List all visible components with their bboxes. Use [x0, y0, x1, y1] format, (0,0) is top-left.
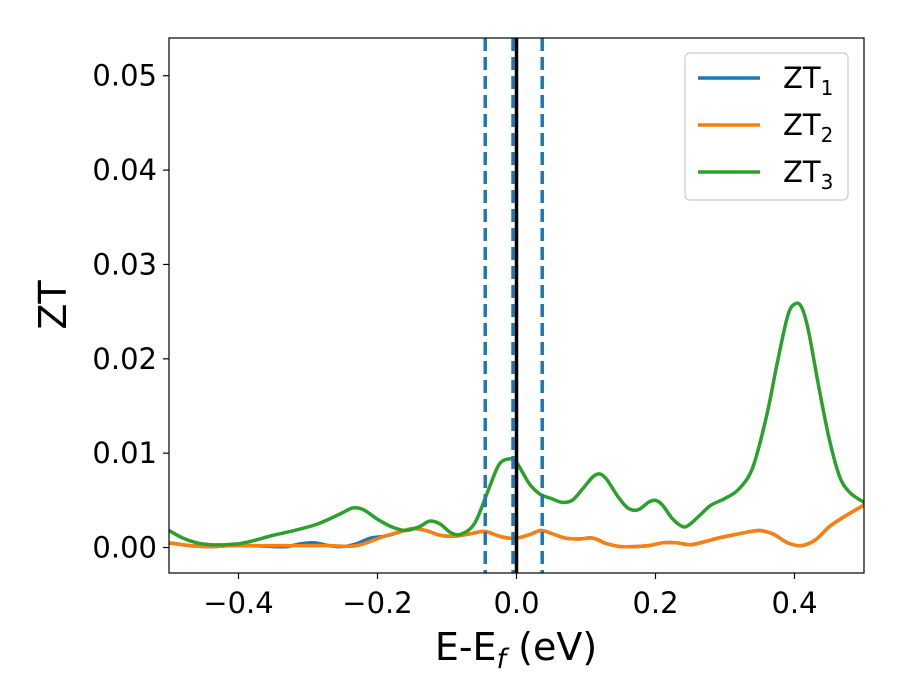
- x-tick-label: −0.4: [203, 586, 273, 620]
- x-tick-label: 0.0: [493, 586, 539, 620]
- y-tick-label: 0.00: [92, 531, 157, 565]
- x-tick-label: 0.2: [632, 586, 678, 620]
- reference-lines: [483, 38, 544, 573]
- legend: ZT1 ZT2 ZT3: [684, 52, 849, 201]
- y-tick-label: 0.05: [92, 59, 157, 93]
- legend-frame: [684, 52, 849, 201]
- legend-label-zt1: ZT1: [783, 61, 833, 100]
- series-line-zt2: [169, 503, 864, 549]
- legend-label-zt3: ZT3: [783, 155, 833, 194]
- series-layer: [169, 301, 864, 549]
- y-axis-label: ZT: [31, 280, 75, 330]
- legend-label-zt2: ZT2: [783, 108, 833, 147]
- series-line-zt3: [169, 301, 864, 547]
- y-axis-ticks: 0.00 0.01 0.02 0.03 0.04 0.05: [92, 59, 169, 565]
- x-axis-label: E-Ef (eV): [435, 625, 597, 675]
- y-tick-label: 0.04: [92, 153, 157, 187]
- x-tick-label: −0.2: [342, 586, 412, 620]
- y-tick-label: 0.03: [92, 247, 157, 281]
- y-tick-label: 0.02: [92, 342, 157, 376]
- x-axis-ticks: −0.4 −0.2 0.0 0.2 0.4: [203, 573, 818, 620]
- x-tick-label: 0.4: [771, 586, 817, 620]
- y-tick-label: 0.01: [92, 436, 157, 470]
